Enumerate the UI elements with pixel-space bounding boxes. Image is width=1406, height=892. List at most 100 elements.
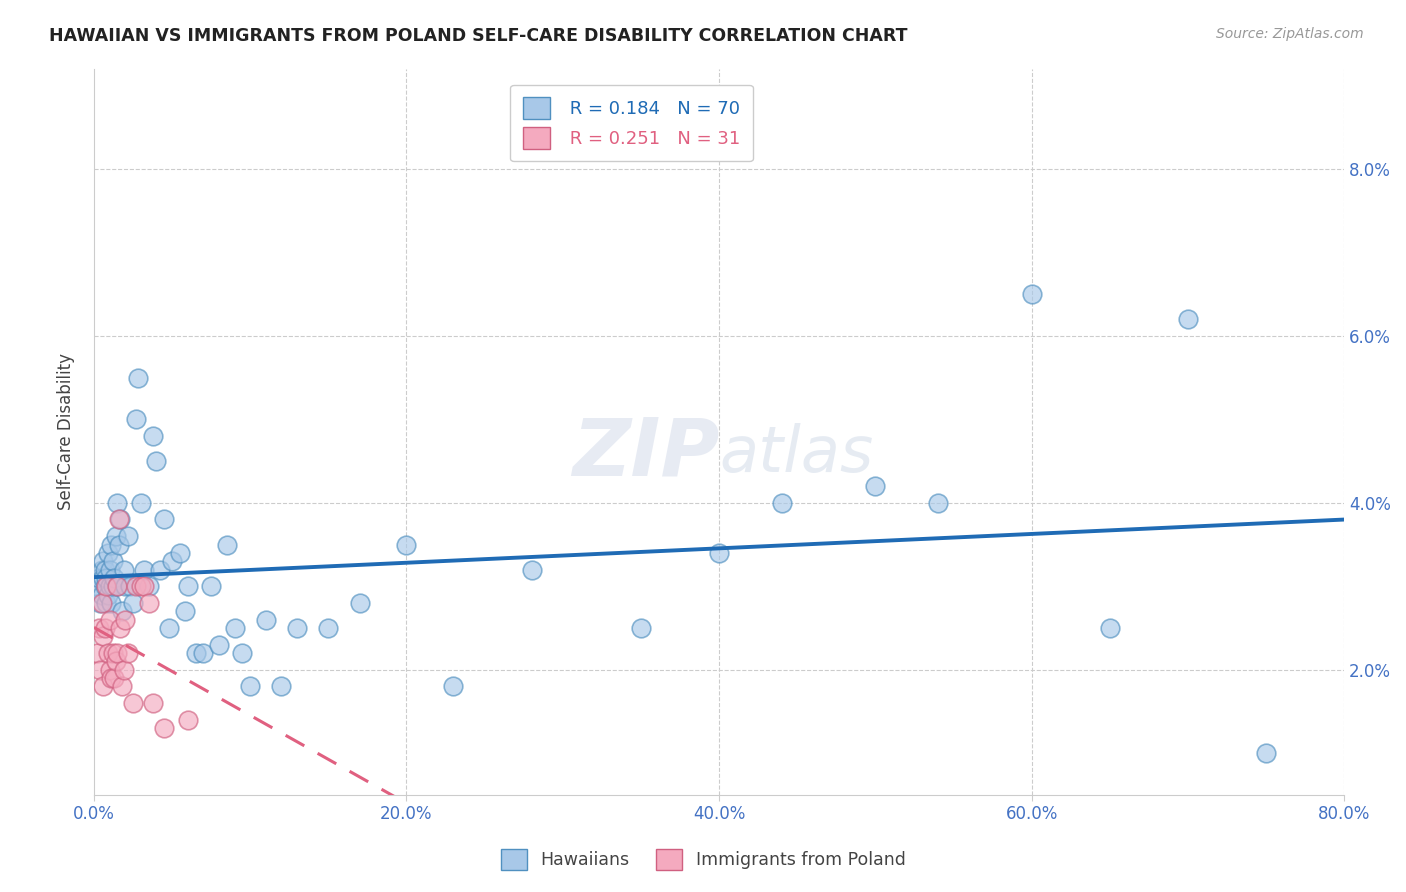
Point (112, 563, 135, 577)
Point (100, 596, 122, 610)
Point (114, 613, 136, 627)
Point (86, 646, 108, 660)
Point (103, 671, 125, 685)
Point (94, 579, 117, 593)
Point (105, 579, 128, 593)
Point (91, 571, 114, 585)
Point (114, 579, 136, 593)
Point (87, 621, 110, 635)
Point (129, 579, 152, 593)
Point (200, 579, 222, 593)
Point (231, 646, 253, 660)
Point (285, 621, 308, 635)
Point (441, 680, 464, 694)
Point (770, 496, 793, 510)
Point (89, 663, 111, 677)
Point (117, 529, 139, 543)
Point (104, 655, 127, 669)
Point (1098, 621, 1121, 635)
Point (97, 646, 120, 660)
Point (103, 571, 125, 585)
Point (118, 579, 141, 593)
Point (173, 604, 195, 618)
Point (110, 512, 132, 526)
Point (927, 496, 949, 510)
Legend:  R = 0.184   N = 70,  R = 0.251   N = 31: R = 0.184 N = 70, R = 0.251 N = 31 (510, 85, 754, 161)
Text: atlas: atlas (718, 423, 873, 484)
Point (132, 579, 155, 593)
Point (91, 554, 114, 568)
Point (105, 646, 128, 660)
Point (153, 721, 176, 735)
Point (86, 579, 108, 593)
Point (111, 604, 134, 618)
Point (1177, 312, 1199, 326)
Point (108, 512, 131, 526)
Point (153, 512, 176, 526)
Point (96, 571, 118, 585)
Point (138, 596, 160, 610)
Point (224, 621, 246, 635)
Point (90, 596, 112, 610)
Text: ZIP: ZIP (572, 415, 718, 492)
Point (105, 496, 128, 510)
Point (87, 571, 110, 585)
Point (90, 563, 112, 577)
Point (101, 554, 124, 568)
Point (138, 579, 160, 593)
Point (184, 646, 207, 660)
Point (239, 680, 262, 694)
Point (89, 596, 111, 610)
Y-axis label: Self-Care Disability: Self-Care Disability (58, 353, 75, 510)
Text: HAWAIIAN VS IMMIGRANTS FROM POLAND SELF-CARE DISABILITY CORRELATION CHART: HAWAIIAN VS IMMIGRANTS FROM POLAND SELF-… (49, 27, 908, 45)
Point (97, 588, 120, 602)
Point (349, 596, 371, 610)
Point (104, 529, 127, 543)
Point (101, 646, 124, 660)
Point (98, 613, 121, 627)
Point (105, 579, 128, 593)
Point (145, 454, 167, 468)
Point (630, 621, 652, 635)
Point (169, 546, 191, 560)
Point (176, 713, 198, 727)
Point (108, 537, 131, 551)
Point (132, 563, 155, 577)
Point (520, 563, 543, 577)
Point (110, 621, 132, 635)
Point (215, 537, 238, 551)
Point (98, 579, 121, 593)
Point (100, 537, 122, 551)
Point (98, 663, 121, 677)
Point (865, 479, 887, 493)
Point (395, 537, 418, 551)
Legend: Hawaiians, Immigrants from Poland: Hawaiians, Immigrants from Poland (492, 840, 914, 879)
Point (318, 621, 340, 635)
Point (254, 613, 277, 627)
Point (125, 579, 148, 593)
Point (157, 621, 180, 635)
Point (112, 663, 135, 677)
Point (1021, 287, 1043, 301)
Point (193, 646, 215, 660)
Text: Source: ZipAtlas.com: Source: ZipAtlas.com (1216, 27, 1364, 41)
Point (160, 554, 183, 568)
Point (91, 680, 114, 694)
Point (122, 596, 145, 610)
Point (142, 429, 165, 443)
Point (127, 370, 149, 384)
Point (148, 563, 170, 577)
Point (117, 646, 139, 660)
Point (122, 696, 145, 710)
Point (100, 671, 122, 685)
Point (176, 579, 198, 593)
Point (208, 638, 231, 652)
Point (707, 546, 730, 560)
Point (96, 596, 118, 610)
Point (142, 696, 165, 710)
Point (94, 563, 117, 577)
Point (97, 546, 120, 560)
Point (90, 588, 112, 602)
Point (1254, 747, 1277, 761)
Point (101, 579, 124, 593)
